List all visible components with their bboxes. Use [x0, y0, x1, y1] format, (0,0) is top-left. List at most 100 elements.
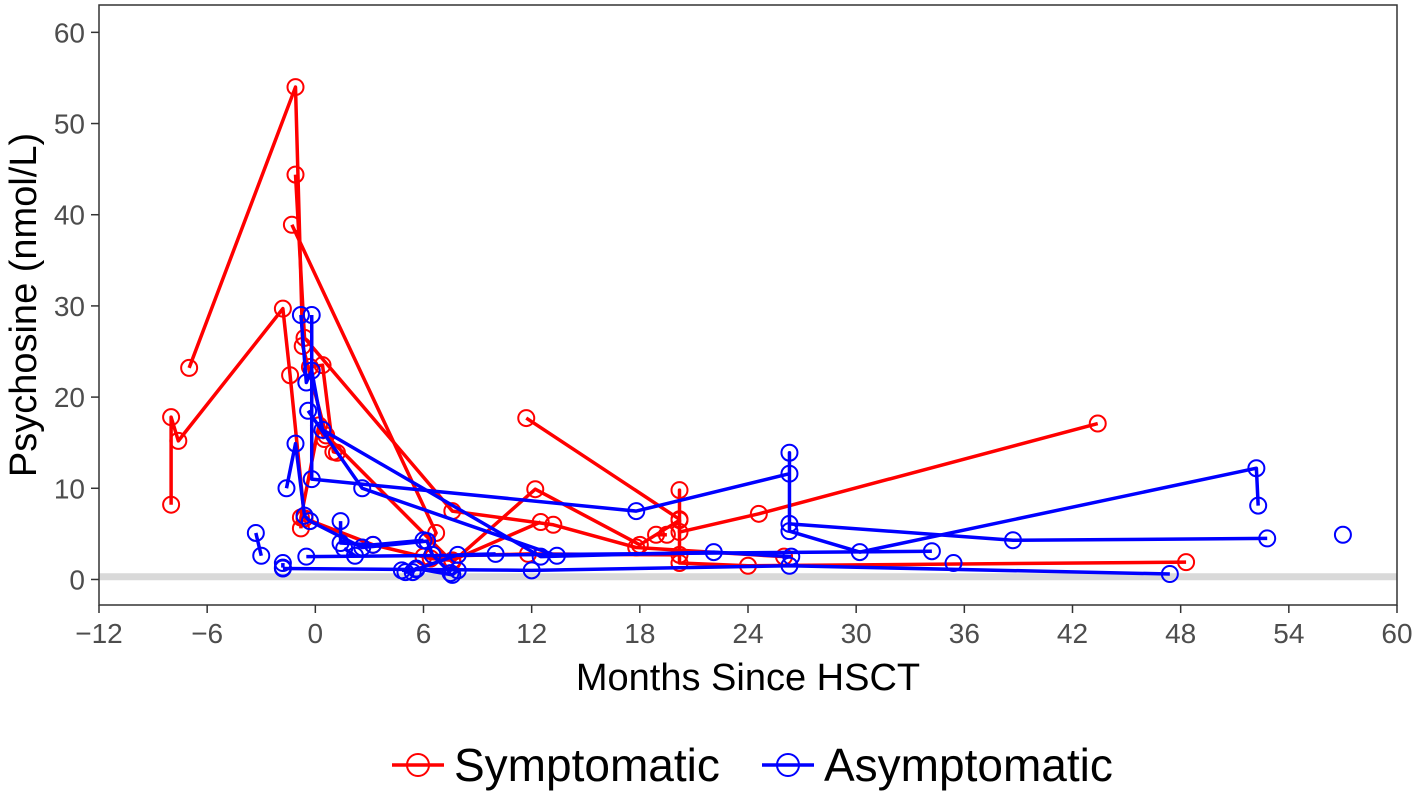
- data-point: [443, 565, 462, 584]
- data-point: [1249, 496, 1268, 515]
- data-point: [780, 514, 799, 533]
- data-point: [273, 299, 292, 318]
- data-point: [627, 502, 646, 521]
- data-point: [1004, 531, 1023, 550]
- data-point: [313, 356, 332, 375]
- data-point: [286, 434, 305, 453]
- data-point: [281, 366, 300, 385]
- data-point: [299, 401, 318, 420]
- data-point: [403, 563, 422, 582]
- symptomatic-series-7: [647, 525, 676, 544]
- x-tick-label: 54: [1273, 618, 1304, 649]
- asymptomatic-series-16: [331, 512, 433, 554]
- data-point: [944, 554, 963, 573]
- data-point: [1333, 525, 1352, 544]
- symptomatic-series-6: [517, 409, 1107, 542]
- series-line: [306, 549, 932, 559]
- y-axis: 0 10 20 30 40 50 60: [54, 17, 99, 595]
- data-point: [1160, 564, 1179, 583]
- data-point: [313, 420, 332, 439]
- x-tick-label: 0: [308, 618, 324, 649]
- data-point: [1088, 414, 1107, 433]
- x-tick-label: 6: [416, 618, 432, 649]
- asymptomatic-series-8: [277, 434, 460, 583]
- data-point: [780, 522, 799, 541]
- data-point: [162, 408, 181, 427]
- asymptomatic-series-11: [299, 401, 566, 565]
- y-tick-label: 30: [54, 291, 85, 322]
- data-point: [448, 561, 467, 580]
- data-point: [526, 480, 545, 499]
- x-tick-label: 42: [1057, 618, 1088, 649]
- data-point: [922, 542, 941, 561]
- data-point: [670, 523, 689, 542]
- data-point: [302, 306, 321, 325]
- data-point: [486, 544, 505, 563]
- data-point: [1258, 529, 1277, 548]
- symptomatic-series-2: [286, 165, 794, 566]
- data-point: [277, 479, 296, 498]
- y-tick-label: 50: [54, 109, 85, 140]
- data-point: [396, 563, 415, 582]
- asymptomatic-series-10: [302, 306, 1268, 562]
- legend-item-asymptomatic: Asymptomatic: [762, 739, 1113, 791]
- x-axis-title: Months Since HSCT: [576, 657, 920, 699]
- x-axis: −12 −6 0 6 12 18 24 30 36 42 48 54 60: [75, 605, 1413, 649]
- series-line: [306, 409, 558, 558]
- legend: Symptomatic Asymptomatic: [392, 739, 1113, 791]
- series-layer: [162, 78, 1352, 584]
- asymptomatic-series-17: [335, 539, 364, 565]
- series-line: [343, 547, 356, 558]
- y-tick-label: 20: [54, 382, 85, 413]
- data-point: [364, 535, 383, 554]
- data-point: [544, 515, 563, 534]
- data-point: [353, 479, 372, 498]
- legend-swatch-marker: [776, 753, 800, 777]
- data-point: [302, 470, 321, 489]
- x-tick-label: 12: [516, 618, 547, 649]
- x-tick-label: −6: [191, 618, 223, 649]
- series-line: [525, 416, 1099, 534]
- series-line: [293, 174, 785, 559]
- data-point: [286, 78, 305, 97]
- x-tick-label: −12: [75, 618, 123, 649]
- data-point: [273, 559, 292, 578]
- x-tick-label: 60: [1381, 618, 1412, 649]
- data-point: [780, 443, 799, 462]
- data-point: [647, 525, 666, 544]
- data-point: [297, 373, 316, 392]
- data-point: [780, 556, 799, 575]
- x-tick-label: 48: [1165, 618, 1196, 649]
- data-point: [286, 165, 305, 184]
- x-tick-label: 36: [949, 618, 980, 649]
- data-point: [749, 504, 768, 523]
- x-tick-label: 18: [624, 618, 655, 649]
- series-line: [338, 521, 424, 547]
- data-point: [331, 512, 350, 531]
- data-point: [517, 409, 536, 428]
- data-point: [246, 523, 265, 542]
- data-point: [295, 506, 314, 525]
- asymptomatic-series-18: [780, 514, 1277, 550]
- data-point: [670, 510, 689, 529]
- x-tick-label: 30: [841, 618, 872, 649]
- series-line: [789, 522, 1268, 543]
- data-point: [169, 431, 188, 450]
- y-tick-label: 40: [54, 200, 85, 231]
- data-point: [252, 546, 271, 565]
- legend-label: Symptomatic: [454, 739, 720, 791]
- asymptomatic-series-13: [273, 554, 292, 577]
- asymptomatic-series-12: [246, 523, 271, 565]
- data-point: [407, 559, 426, 578]
- legend-label: Asymptomatic: [824, 739, 1113, 791]
- data-point: [297, 547, 316, 566]
- legend-swatch-marker: [406, 753, 430, 777]
- symptomatic-series-3: [282, 215, 689, 566]
- y-tick-label: 0: [69, 564, 85, 595]
- series-line: [284, 441, 452, 575]
- data-point: [657, 525, 676, 544]
- y-tick-label: 60: [54, 17, 85, 48]
- series-line: [309, 315, 1260, 554]
- data-point: [180, 358, 199, 377]
